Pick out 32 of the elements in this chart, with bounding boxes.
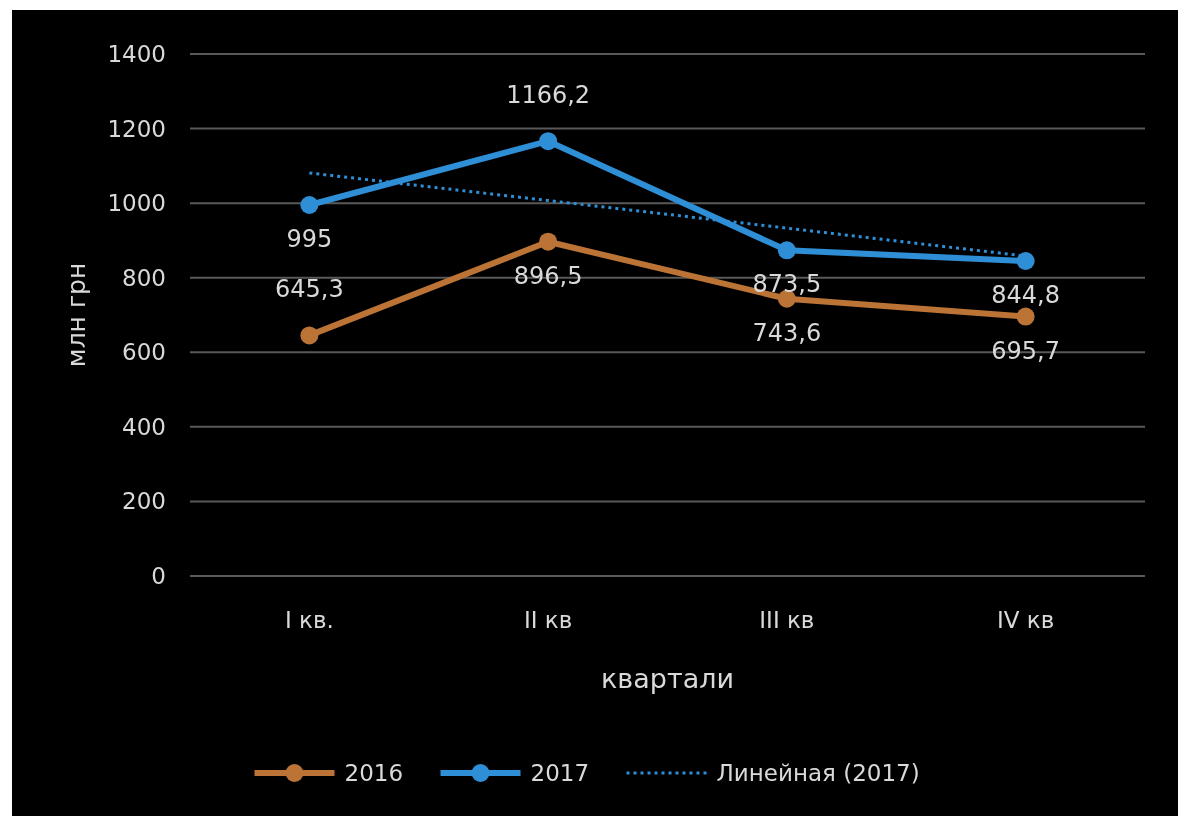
- y-tick-label: 1400: [107, 41, 166, 67]
- point: [1016, 307, 1035, 326]
- legend-label: 2017: [530, 760, 590, 786]
- y-tick-label: 600: [122, 339, 166, 366]
- x-tick-label: ІІ кв: [523, 607, 573, 633]
- x-axis-title: квартали: [601, 663, 734, 694]
- data-label: 695,7: [991, 336, 1060, 365]
- data-label: 743,6: [752, 318, 822, 347]
- point: [777, 241, 796, 260]
- point: [1016, 252, 1035, 271]
- legend-label: 2016: [344, 760, 404, 786]
- point: [300, 326, 319, 345]
- y-tick-label: 200: [122, 488, 166, 515]
- point: [539, 132, 558, 151]
- point: [539, 232, 558, 251]
- legend-label: Линейная (2017): [716, 760, 920, 786]
- data-label: 896,5: [513, 261, 583, 290]
- x-tick-label: І кв.: [284, 607, 334, 633]
- y-tick-label: 0: [151, 563, 166, 589]
- data-label: 995: [286, 225, 333, 254]
- data-label: 1166,2: [506, 81, 591, 110]
- y-tick-label: 1000: [107, 190, 166, 217]
- y-tick-label: 400: [122, 413, 166, 440]
- y-tick-label: 800: [122, 264, 166, 291]
- data-label: 873,5: [752, 270, 822, 299]
- data-label: 844,8: [991, 281, 1060, 310]
- data-label: 645,3: [275, 275, 344, 304]
- y-tick-label: 1200: [107, 115, 166, 142]
- point: [300, 196, 319, 215]
- x-tick-label: ІV кв: [996, 607, 1055, 633]
- y-axis-title: млн грн: [62, 262, 91, 368]
- x-tick-label: ІІІ кв: [759, 607, 815, 633]
